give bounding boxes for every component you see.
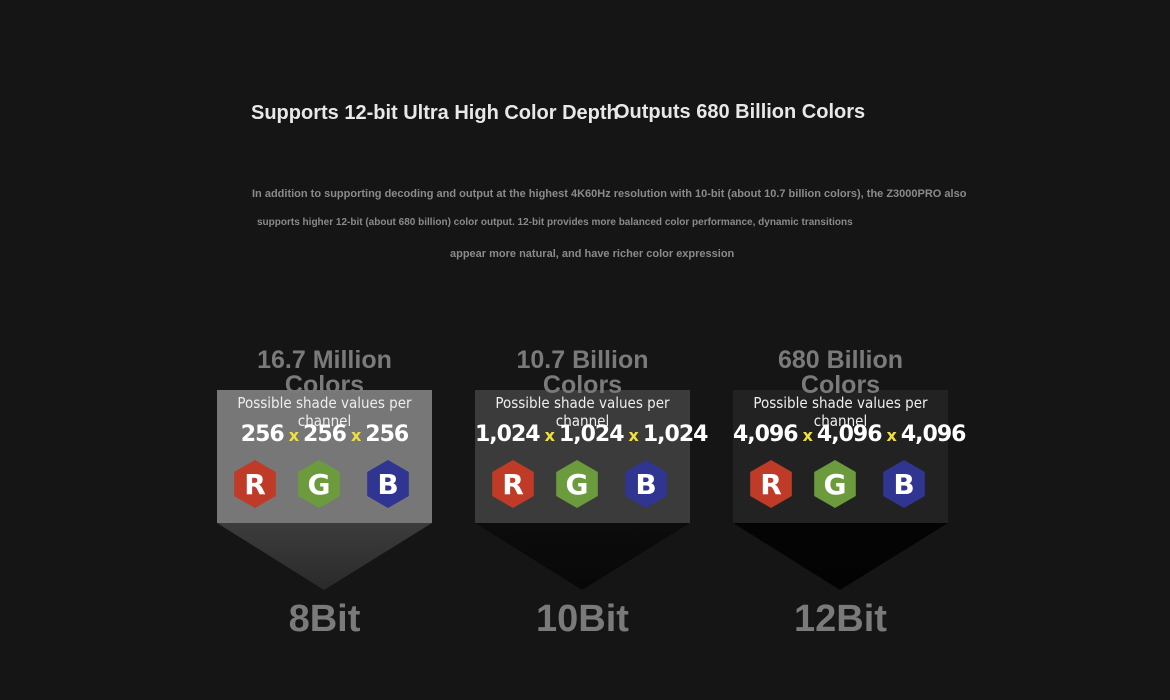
- shade-value: 4,096: [816, 422, 883, 447]
- shade-values: 256 x 256 x 256: [217, 422, 432, 447]
- separator: x: [886, 426, 897, 445]
- shade-value: 256: [303, 422, 347, 447]
- arrow-tip: [475, 523, 690, 590]
- bit-label: 10Bit: [536, 598, 629, 640]
- channel-hex: [883, 460, 925, 508]
- shade-value: 1,024: [558, 422, 625, 447]
- channel-letter: G: [566, 468, 589, 501]
- separator: x: [628, 426, 639, 445]
- caption: Possible shade values per channel: [237, 394, 412, 430]
- channel-hex: [750, 460, 792, 508]
- arrow-tip: [217, 523, 432, 590]
- arrow: [733, 523, 948, 590]
- shade-values: 1,024 x 1,024 x 1,024: [475, 422, 708, 447]
- shade-box: Possible shade values per channel 4,096 x 4…: [733, 390, 966, 523]
- arrow: [217, 523, 432, 590]
- panel: 16.7 Million Colors Possible shade values…: [217, 340, 432, 650]
- channel-hex: [492, 460, 534, 508]
- shade-value: 4,096: [900, 422, 967, 447]
- panel: 10.7 Billion Colors Possible shade values…: [475, 340, 708, 650]
- panel-heading: 10.7 Billion Colors: [516, 346, 649, 399]
- channel-letter: R: [502, 468, 524, 501]
- channel-hex: [234, 460, 276, 508]
- channel-letter: R: [244, 468, 266, 501]
- shade-value: 256: [240, 422, 285, 447]
- channel-hex: [814, 460, 856, 508]
- channel-hex: [367, 460, 409, 508]
- channel-letter: G: [824, 468, 847, 501]
- channel-letter: R: [760, 468, 782, 501]
- title: Supports 12-bit Ultra High Color Depth: [251, 102, 619, 124]
- channel-letter: B: [377, 468, 398, 501]
- separator: x: [544, 426, 555, 445]
- description-line: In addition to supporting decoding and o…: [252, 188, 967, 200]
- shade-box: Possible shade values per channel 256 x 256…: [217, 390, 432, 523]
- shade-value: 1,024: [475, 422, 541, 447]
- shade-value: 256: [365, 422, 409, 447]
- panel-heading: 16.7 Million Colors: [257, 346, 392, 399]
- shade-value: 1,024: [642, 422, 709, 447]
- separator: x: [350, 426, 361, 445]
- description-line: appear more natural, and have richer col…: [450, 248, 735, 260]
- panel-heading: 680 Billion Colors: [777, 346, 904, 399]
- bit-label: 8Bit: [288, 598, 361, 640]
- arrow: [475, 523, 690, 590]
- arrow-tip: [733, 523, 948, 590]
- channel-letter: B: [893, 468, 914, 501]
- shade-values: 4,096 x 4,096 x 4,096: [733, 422, 966, 447]
- shade-value: 4,096: [733, 422, 799, 447]
- description-line: supports higher 12-bit (about 680 billio…: [257, 217, 853, 228]
- panel: 680 Billion Colors Possible shade values …: [733, 340, 966, 650]
- caption: Possible shade values per channel: [753, 394, 928, 430]
- channel-letter: B: [635, 468, 656, 501]
- channel-hex: [625, 460, 667, 508]
- bit-label: 12Bit: [794, 598, 887, 640]
- separator: x: [802, 426, 813, 445]
- shade-box: Possible shade values per channel 1,024 x 1…: [475, 390, 708, 523]
- channel-hex: [298, 460, 340, 508]
- separator: x: [288, 426, 299, 445]
- caption: Possible shade values per channel: [495, 394, 670, 430]
- channel-hex: [556, 460, 598, 508]
- channel-letter: G: [308, 468, 331, 501]
- subtitle: Outputs 680 Billion Colors: [614, 101, 866, 123]
